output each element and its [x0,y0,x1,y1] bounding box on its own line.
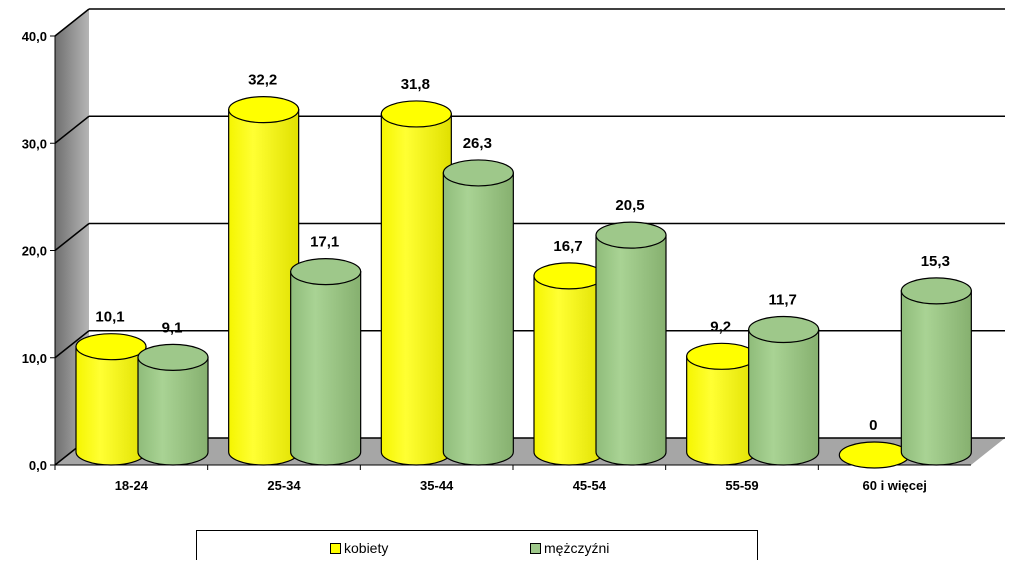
x-tick-label: 60 i więcej [863,478,927,493]
bar-top [838,441,910,469]
bar-body [442,172,514,466]
gridline-side [54,222,90,252]
bar-kobiety-2 [380,100,452,466]
bar-mezczyzni-1 [290,258,362,466]
bar-mezczyzni-2 [442,159,514,466]
x-tick-label: 35-44 [420,478,454,493]
bar-body [748,328,820,466]
bar-top [290,258,362,286]
legend-label-mezczyzni: mężczyźni [544,540,610,556]
bar-kobiety-1 [228,96,300,466]
bar-body [137,356,209,466]
bar-top [748,315,820,344]
legend-item-mezczyzni: mężczyźni [530,540,609,556]
bars-layer [75,96,972,469]
bar-top [595,221,667,249]
legend-label-kobiety: kobiety [344,540,389,556]
bar-body [686,355,758,466]
legend-swatch-kobiety [330,542,341,554]
x-tick-label: 55-59 [725,478,758,493]
bar-body [533,275,605,466]
bar-top [533,262,605,290]
data-label: 15,3 [921,253,950,270]
data-label: 9,1 [162,319,183,336]
bar-kobiety-0 [75,333,147,466]
x-tick-label: 18-24 [115,478,149,493]
bar-kobiety-5 [838,441,910,469]
labels-layer: 0,0 10,0 20,0 30,0 40,0 18-24 10,1 9,1 25-34 32,2… [22,29,950,493]
legend: kobiety mężczyźni [196,530,758,560]
data-label: 17,1 [310,234,339,251]
bar-mezczyzni-0 [137,343,209,466]
legend-item-kobiety: kobiety [330,540,388,556]
data-label: 10,1 [95,309,124,326]
bar-body [900,290,972,466]
bar-kobiety-3 [533,262,605,466]
bar-body [75,346,147,466]
bar-mezczyzni-3 [595,221,667,466]
gridline-side [54,330,90,359]
data-label: 31,8 [401,76,430,93]
data-label: 32,2 [248,72,277,89]
gridline-side [54,8,90,37]
bar-top [137,343,209,372]
bar-top [380,100,452,128]
bar-body [290,271,362,466]
y-tick-label: 40,0 [22,29,47,44]
y-tick-label: 30,0 [22,136,47,151]
bar-top [900,277,972,305]
gridline-side [54,115,90,144]
x-tick-label: 25-34 [267,478,301,493]
x-tick-label: 45-54 [573,478,607,493]
chart-area: 0,0 10,0 20,0 30,0 40,0 18-24 10,1 9,1 25-34 32,2… [22,8,1005,493]
data-label: 16,7 [553,238,582,255]
bar-top [75,333,147,361]
data-label: 11,7 [768,292,796,309]
y-tick-label: 20,0 [22,244,47,259]
y-tick-label: 0,0 [29,458,47,473]
bar-chart: 0,0 10,0 20,0 30,0 40,0 18-24 10,1 9,1 25-34 32,2… [22,8,1005,493]
y-tick-label: 10,0 [22,351,47,366]
bar-top [442,159,514,187]
data-label: 9,2 [710,318,731,335]
data-label: 0 [869,417,877,434]
bar-body [228,109,300,466]
legend-swatch-mezczyzni [530,542,541,554]
data-label: 26,3 [463,135,492,152]
bar-mezczyzni-5 [900,277,972,466]
bar-kobiety-4 [686,342,758,466]
data-label: 20,5 [615,197,644,214]
bar-top [686,342,758,370]
bar-mezczyzni-4 [748,315,820,466]
bar-body [380,113,452,466]
bar-top [228,96,300,124]
bar-body [595,234,667,466]
